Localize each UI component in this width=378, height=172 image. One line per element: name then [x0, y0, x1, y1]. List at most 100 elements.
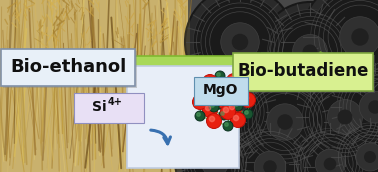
Circle shape [223, 121, 233, 131]
Circle shape [219, 96, 225, 102]
Circle shape [232, 34, 248, 50]
Circle shape [207, 93, 210, 96]
Text: 4+: 4+ [108, 97, 122, 107]
Circle shape [217, 73, 220, 76]
Circle shape [205, 77, 211, 83]
Circle shape [209, 156, 221, 168]
Circle shape [212, 83, 228, 98]
FancyBboxPatch shape [74, 93, 144, 123]
Circle shape [205, 105, 211, 111]
Circle shape [215, 99, 225, 109]
Circle shape [209, 102, 219, 112]
Circle shape [229, 90, 239, 100]
Text: Bio-butadiene: Bio-butadiene [237, 62, 369, 80]
Circle shape [226, 73, 242, 89]
Circle shape [215, 71, 225, 81]
Circle shape [295, 67, 378, 167]
Circle shape [217, 101, 220, 104]
FancyBboxPatch shape [127, 66, 239, 168]
Circle shape [185, 0, 295, 97]
FancyBboxPatch shape [3, 51, 137, 88]
Circle shape [219, 110, 229, 120]
Circle shape [232, 129, 308, 172]
Circle shape [182, 64, 278, 160]
Circle shape [209, 88, 215, 94]
Circle shape [181, 128, 249, 172]
Circle shape [195, 111, 205, 121]
Circle shape [219, 82, 229, 92]
Circle shape [330, 62, 378, 152]
Bar [188, 0, 378, 172]
Circle shape [209, 116, 215, 122]
Circle shape [197, 85, 200, 88]
Circle shape [263, 160, 277, 172]
Circle shape [245, 111, 248, 114]
Circle shape [233, 70, 337, 172]
Circle shape [267, 104, 303, 140]
Circle shape [302, 0, 378, 95]
Circle shape [201, 148, 229, 172]
Circle shape [294, 128, 366, 172]
Circle shape [220, 105, 235, 120]
Bar [0, 0, 190, 172]
Circle shape [223, 105, 237, 119]
Circle shape [203, 74, 217, 89]
Circle shape [223, 107, 229, 113]
Circle shape [254, 151, 286, 172]
FancyBboxPatch shape [194, 77, 248, 105]
FancyArrow shape [10, 52, 350, 82]
Circle shape [223, 93, 233, 103]
Circle shape [192, 94, 208, 110]
Circle shape [197, 113, 200, 116]
Circle shape [231, 112, 245, 127]
FancyBboxPatch shape [1, 49, 135, 86]
Circle shape [315, 149, 345, 172]
Circle shape [243, 95, 249, 101]
Circle shape [330, 117, 378, 172]
Circle shape [213, 95, 247, 129]
Circle shape [203, 103, 217, 117]
Circle shape [221, 84, 224, 87]
Circle shape [233, 87, 239, 93]
Circle shape [302, 45, 318, 60]
Circle shape [193, 0, 287, 89]
Circle shape [311, 0, 378, 86]
Bar [0, 0, 190, 172]
Circle shape [340, 17, 378, 57]
Circle shape [221, 23, 259, 61]
Circle shape [205, 91, 215, 101]
Circle shape [337, 69, 378, 145]
Circle shape [215, 85, 221, 91]
FancyBboxPatch shape [233, 53, 373, 91]
Circle shape [206, 114, 222, 128]
Circle shape [221, 112, 224, 115]
Circle shape [225, 122, 315, 172]
Circle shape [211, 104, 214, 107]
Circle shape [260, 2, 360, 102]
Circle shape [368, 100, 378, 114]
Circle shape [206, 85, 222, 100]
Text: Si: Si [92, 100, 106, 114]
Circle shape [351, 28, 369, 46]
Circle shape [268, 9, 353, 94]
Circle shape [175, 122, 255, 172]
Circle shape [288, 122, 372, 172]
Circle shape [195, 83, 205, 93]
Text: Bio-ethanol: Bio-ethanol [10, 57, 126, 76]
FancyBboxPatch shape [235, 55, 375, 93]
Circle shape [229, 76, 235, 82]
Circle shape [359, 91, 378, 123]
Circle shape [189, 71, 271, 153]
Circle shape [240, 93, 256, 108]
Circle shape [233, 115, 239, 121]
Circle shape [364, 151, 376, 163]
Circle shape [277, 114, 293, 130]
Circle shape [226, 101, 242, 116]
Circle shape [243, 109, 253, 119]
Circle shape [235, 103, 238, 106]
Circle shape [327, 99, 363, 135]
Circle shape [195, 97, 201, 103]
Circle shape [356, 143, 378, 171]
Circle shape [225, 95, 228, 98]
Text: MgO: MgO [203, 83, 239, 97]
